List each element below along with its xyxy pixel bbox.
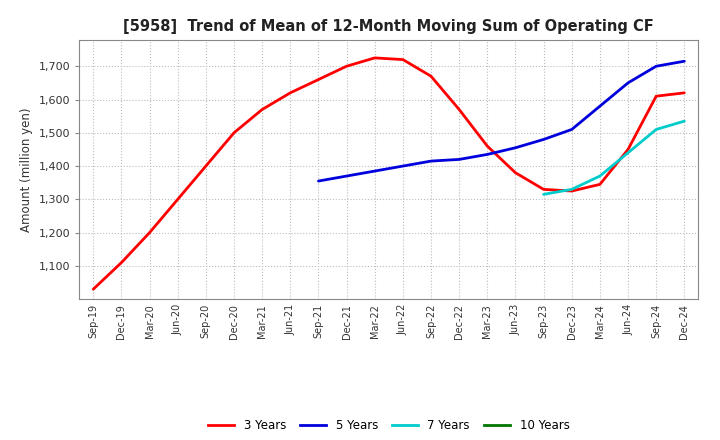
3 Years (511, 170, 520, 176)
Line: 5 Years: 5 Years (318, 61, 684, 181)
5 Years (370, 169, 379, 174)
3 Years (145, 230, 154, 235)
5 Years (455, 157, 464, 162)
3 Years (286, 90, 294, 95)
Title: [5958]  Trend of Mean of 12-Month Moving Sum of Operating CF: [5958] Trend of Mean of 12-Month Moving … (123, 19, 654, 34)
3 Years (652, 94, 660, 99)
Y-axis label: Amount (million yen): Amount (million yen) (20, 107, 33, 231)
7 Years (595, 173, 604, 179)
7 Years (652, 127, 660, 132)
3 Years (117, 260, 126, 265)
3 Years (455, 107, 464, 112)
5 Years (652, 64, 660, 69)
3 Years (427, 73, 436, 79)
7 Years (624, 150, 632, 155)
3 Years (624, 147, 632, 152)
5 Years (511, 145, 520, 150)
5 Years (314, 178, 323, 183)
3 Years (399, 57, 408, 62)
3 Years (174, 197, 182, 202)
5 Years (595, 103, 604, 109)
3 Years (230, 130, 238, 136)
3 Years (342, 64, 351, 69)
5 Years (342, 173, 351, 179)
3 Years (539, 187, 548, 192)
Line: 3 Years: 3 Years (94, 58, 684, 289)
5 Years (539, 137, 548, 142)
Legend: 3 Years, 5 Years, 7 Years, 10 Years: 3 Years, 5 Years, 7 Years, 10 Years (204, 414, 574, 436)
7 Years (539, 192, 548, 197)
3 Years (258, 107, 266, 112)
5 Years (483, 152, 492, 157)
5 Years (567, 127, 576, 132)
3 Years (202, 163, 210, 169)
5 Years (399, 163, 408, 169)
7 Years (680, 118, 688, 124)
5 Years (427, 158, 436, 164)
3 Years (314, 77, 323, 82)
3 Years (680, 90, 688, 95)
Line: 7 Years: 7 Years (544, 121, 684, 194)
5 Years (680, 59, 688, 64)
3 Years (89, 286, 98, 292)
7 Years (567, 187, 576, 192)
3 Years (595, 182, 604, 187)
3 Years (370, 55, 379, 61)
3 Years (567, 188, 576, 194)
3 Years (483, 143, 492, 149)
5 Years (624, 80, 632, 85)
